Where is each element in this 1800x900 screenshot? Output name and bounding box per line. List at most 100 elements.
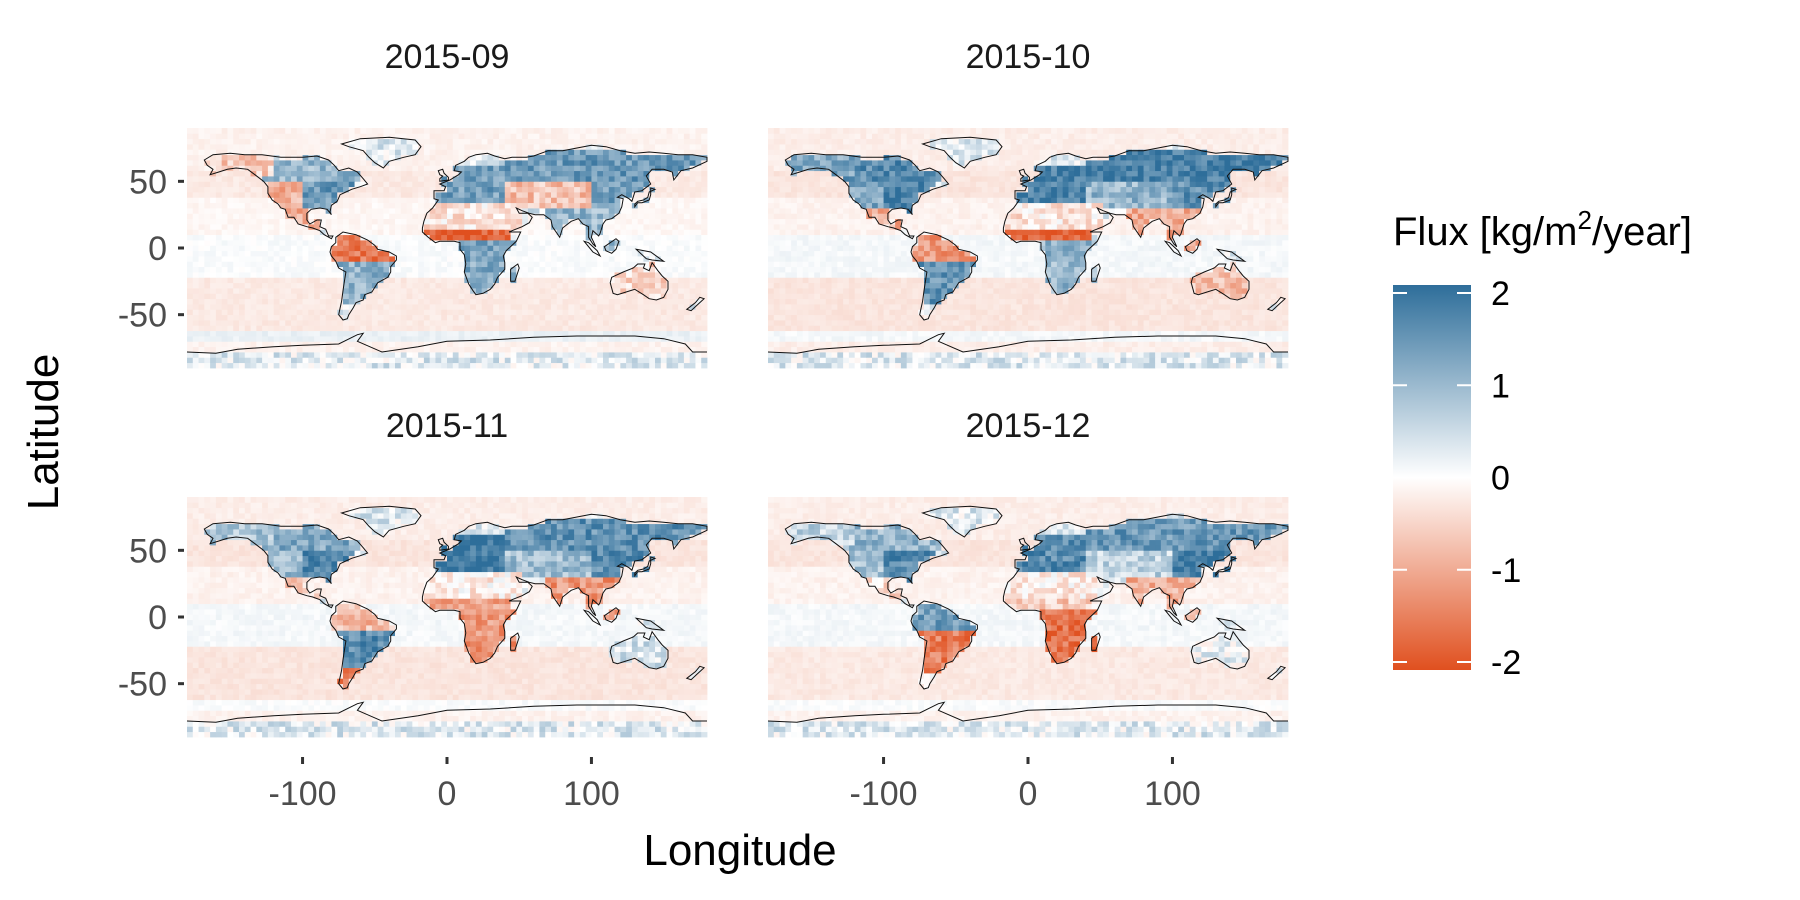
flux-cell [429, 186, 436, 193]
flux-cell [215, 272, 223, 278]
flux-cell [215, 357, 223, 364]
flux-cell [1189, 314, 1196, 321]
flux-cell [779, 357, 786, 364]
flux-cell [987, 330, 994, 337]
flux-cell [779, 336, 786, 342]
flux-cell [215, 346, 223, 353]
flux-cell [262, 298, 269, 305]
flux-cell [441, 218, 448, 225]
flux-cell [464, 261, 471, 268]
flux-cell [452, 314, 459, 321]
flux-cell [695, 266, 702, 273]
flux-cell [504, 250, 511, 257]
flux-cell [273, 293, 280, 300]
flux-cell [296, 293, 303, 300]
flux-cell [1033, 336, 1040, 342]
flux-cell [889, 341, 896, 348]
flux-cell [302, 293, 309, 300]
flux-cell [678, 170, 685, 177]
flux-cell [210, 346, 217, 353]
flux-cell [343, 341, 350, 348]
flux-cell [470, 186, 477, 193]
flux-cell [941, 362, 948, 369]
flux-cell [643, 128, 650, 134]
flux-cell [412, 186, 419, 193]
flux-cell [614, 352, 621, 358]
flux-cell [660, 165, 667, 172]
flux-cell [516, 336, 523, 342]
flux-cell [683, 293, 691, 300]
flux-cell [773, 357, 780, 364]
flux-cell [273, 309, 280, 316]
flux-cell [389, 144, 396, 150]
flux-cell [820, 357, 827, 364]
flux-cell [695, 314, 702, 321]
flux-cell [568, 165, 575, 172]
flux-cell [1160, 330, 1168, 337]
flux-cell [1120, 314, 1127, 321]
flux-cell [406, 362, 413, 369]
flux-cell [1068, 341, 1075, 348]
flux-cell [947, 336, 954, 342]
flux-cell [400, 256, 407, 262]
flux-cell [331, 149, 338, 156]
flux-cell [837, 325, 844, 332]
flux-cell [383, 154, 390, 161]
flux-cell [204, 341, 211, 348]
flux-cell [319, 346, 327, 353]
flux-cell [383, 245, 390, 252]
flux-cell [470, 304, 477, 310]
flux-cell [701, 202, 708, 209]
flux-cell [568, 133, 575, 140]
flux-cell [285, 165, 292, 172]
flux-cell [267, 154, 275, 161]
flux-cell [620, 176, 627, 182]
flux-cell [1276, 330, 1283, 337]
flux-cell [441, 314, 448, 321]
flux-cell [585, 325, 592, 332]
flux-cell [808, 314, 815, 321]
flux-cell [458, 357, 465, 364]
flux-cell [655, 298, 662, 305]
flux-cell [597, 298, 604, 305]
flux-cell [883, 314, 890, 321]
flux-cell [279, 128, 286, 134]
flux-cell [221, 144, 228, 150]
flux-cell [562, 138, 569, 145]
flux-cell [1016, 362, 1023, 369]
flux-cell [603, 218, 610, 225]
flux-cell [672, 213, 679, 220]
flux-cell [533, 357, 540, 364]
flux-cell [285, 352, 292, 358]
flux-cell [354, 176, 361, 182]
flux-cell [423, 314, 431, 321]
flux-cell [377, 282, 384, 289]
flux-cell [551, 256, 558, 262]
flux-cell [672, 325, 679, 332]
flux-cell [464, 192, 471, 198]
flux-cell [308, 149, 315, 156]
flux-cell [406, 170, 413, 177]
flux-cell [267, 245, 275, 252]
flux-cell [250, 277, 257, 284]
flux-cell [683, 314, 691, 321]
flux-cell [412, 261, 419, 268]
flux-cell [221, 197, 228, 204]
flux-cell [614, 330, 621, 337]
flux-cell [441, 282, 448, 289]
flux-cell [683, 320, 691, 326]
flux-cell [325, 282, 332, 289]
flux-cell [1224, 325, 1231, 332]
flux-cell [319, 293, 327, 300]
flux-cell [585, 154, 592, 161]
flux-cell [672, 336, 679, 342]
flux-cell [579, 224, 587, 230]
flux-cell [198, 181, 205, 188]
flux-cell [337, 288, 344, 294]
flux-cell [250, 192, 257, 198]
flux-cell [360, 245, 367, 252]
flux-cell [1247, 357, 1254, 364]
flux-cell [435, 213, 442, 220]
flux-cell [331, 362, 338, 369]
flux-cell [441, 330, 448, 337]
